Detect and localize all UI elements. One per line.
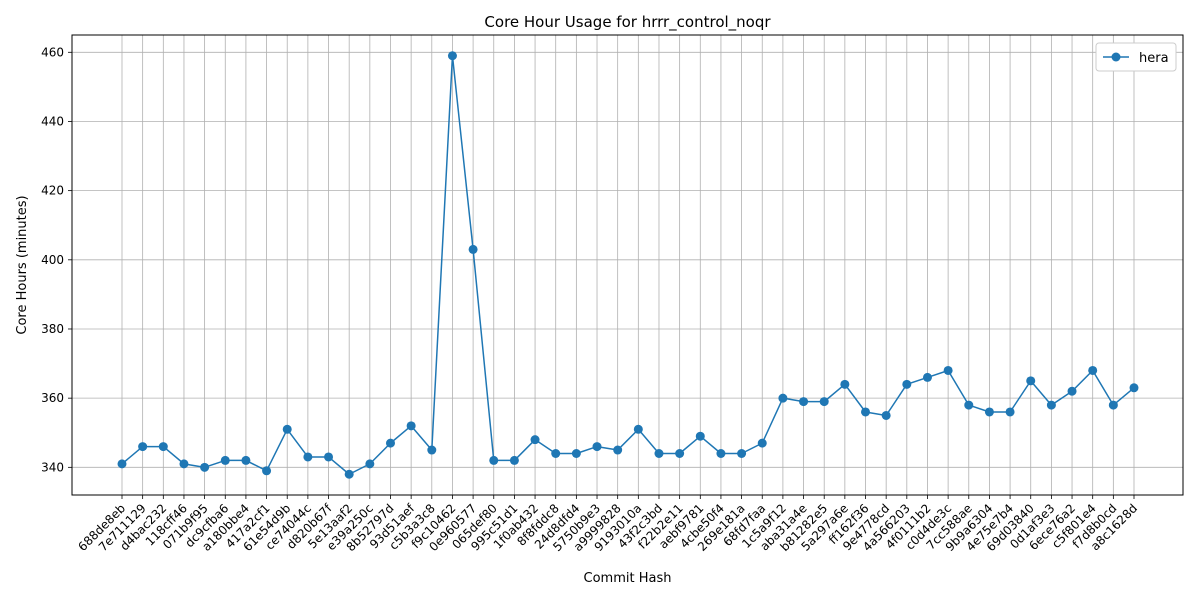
grid [72, 35, 1183, 495]
data-point [179, 459, 189, 469]
data-point [757, 438, 767, 448]
data-point [1108, 400, 1118, 410]
data-point [613, 445, 623, 455]
chart-title: Core Hour Usage for hrrr_control_noqr [484, 13, 771, 32]
data-point [262, 466, 272, 476]
data-point [654, 448, 664, 458]
data-point [881, 410, 891, 420]
data-point [551, 448, 561, 458]
data-point [943, 365, 953, 375]
data-point [117, 459, 127, 469]
data-point [324, 452, 334, 462]
data-point [220, 455, 230, 465]
data-point [282, 424, 292, 434]
data-point [138, 442, 148, 452]
data-point [737, 448, 747, 458]
data-point [158, 442, 168, 452]
data-point [964, 400, 974, 410]
data-point [984, 407, 994, 417]
data-point [840, 379, 850, 389]
y-tick-label: 380 [41, 322, 64, 336]
legend-box [1095, 42, 1177, 72]
data-point [1046, 400, 1056, 410]
data-point [406, 421, 416, 431]
data-point [695, 431, 705, 441]
data-point [799, 397, 809, 407]
series-layer [117, 51, 1139, 479]
data-point [530, 435, 540, 445]
legend-marker-swatch [1111, 52, 1121, 62]
data-point [447, 51, 457, 61]
data-point [902, 379, 912, 389]
data-point [861, 407, 871, 417]
data-point [509, 455, 519, 465]
y-tick-label: 400 [41, 253, 64, 267]
data-point [385, 438, 395, 448]
data-point [1067, 386, 1077, 396]
y-axis-label: Core Hours (minutes) [15, 195, 30, 334]
data-point [200, 462, 210, 472]
data-point [819, 397, 829, 407]
y-tick-label: 360 [41, 391, 64, 405]
data-point [468, 244, 478, 254]
data-point [778, 393, 788, 403]
legend-label-hera: hera [1139, 51, 1169, 66]
data-point [489, 455, 499, 465]
data-point [1005, 407, 1015, 417]
data-point [1088, 365, 1098, 375]
legend: hera [1095, 42, 1177, 72]
data-point [1129, 383, 1139, 393]
data-point [592, 442, 602, 452]
y-tick-label: 440 [41, 114, 64, 128]
data-point [241, 455, 251, 465]
data-point [303, 452, 313, 462]
data-point [716, 448, 726, 458]
data-point [633, 424, 643, 434]
data-point [675, 448, 685, 458]
y-tick-label: 340 [41, 460, 64, 474]
plot-frame [71, 34, 1184, 496]
data-point [344, 469, 354, 479]
data-point [571, 448, 581, 458]
data-point [365, 459, 375, 469]
y-tick-label: 460 [41, 45, 64, 59]
data-point [1026, 376, 1036, 386]
data-point [427, 445, 437, 455]
y-axis-ticks: 340 360 380 400 420 440 460 [41, 45, 72, 474]
x-axis-label: Commit Hash [584, 571, 672, 586]
data-point [922, 372, 932, 382]
y-tick-label: 420 [41, 184, 64, 198]
series-line-hera [121, 55, 1135, 475]
